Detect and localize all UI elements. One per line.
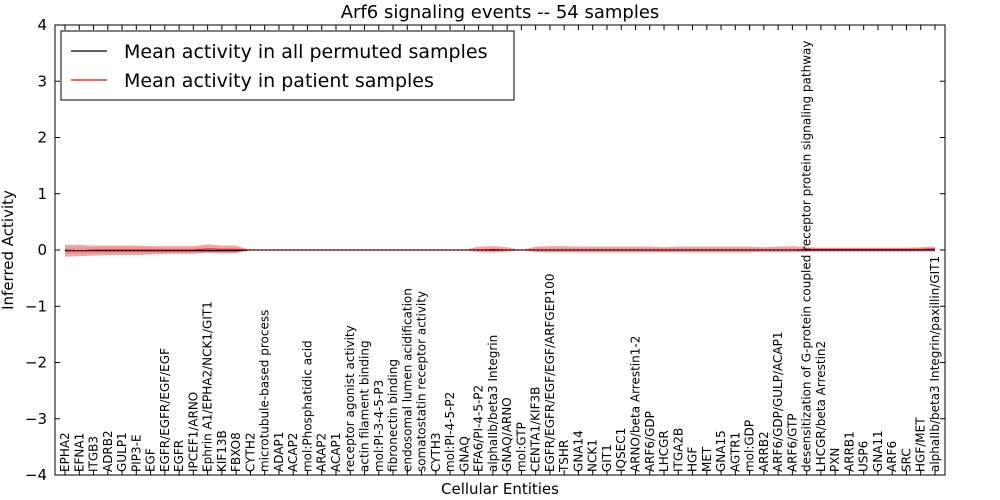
y-tick-label: 0: [37, 241, 47, 259]
x-axis-label: Cellular Entities: [441, 480, 559, 498]
y-axis: −4 −3 −2 −1 0 1 2 3 4: [25, 16, 945, 484]
x-tick-label: KIF13B: [215, 430, 229, 472]
x-tick-label: Ephrin A1/EPHA2/NCK1/GIT1: [201, 301, 215, 472]
x-tick-label: EGF: [144, 448, 158, 472]
y-tick-label: −3: [25, 410, 47, 428]
x-tick-label: GIT1: [600, 444, 614, 472]
x-tick-label: GNAQ: [457, 436, 471, 472]
x-tick-label: ARRB2: [757, 431, 771, 472]
x-tick-label: ITGB3: [87, 436, 101, 472]
x-tick-label: EGFR/EGFR/EGF/EGF: [158, 348, 172, 472]
x-tick-label: ARNO/beta Arrestin1-2: [629, 336, 643, 472]
y-axis-label: Inferred Activity: [0, 190, 17, 310]
series-lines: [64, 248, 936, 252]
x-tick-label: GNA15: [714, 430, 728, 472]
x-tick-label: PIP3-E: [129, 434, 143, 472]
x-tick-label: AGTR1: [728, 432, 742, 472]
x-axis: EPHA2 EFNA1 ITGB3 ADRB2 GULP1 PIP3-E EGF EGFR/E…: [58, 25, 942, 475]
x-tick-label: ARF6/GDP: [643, 411, 657, 472]
x-tick-label: receptor agonist activity: [343, 325, 357, 472]
x-tick-label: CENTA1/KIF3B: [529, 387, 543, 472]
x-tick-label: LHCGR: [657, 430, 671, 472]
legend-box: [60, 30, 515, 101]
x-tick-label: GNA14: [571, 430, 585, 472]
x-tick-label: IQSEC1: [614, 428, 628, 472]
legend: Mean activity in all permuted samples Me…: [60, 30, 515, 101]
x-tick-label: desensitization of G-protein coupled rec…: [800, 41, 814, 472]
x-tick-label: ACAP2: [286, 433, 300, 472]
y-tick-label: −1: [25, 297, 47, 315]
x-tick-label: mol:GTP: [514, 422, 528, 472]
x-tick-label: CYTH3: [429, 432, 443, 472]
x-tick-label: microtubule-based process: [258, 310, 272, 472]
x-tick-label: alphaIIb/beta3 Integrin: [486, 335, 500, 472]
x-tick-label: mol:PI-3-4-5-P3: [372, 380, 386, 472]
x-tick-label: ADAP1: [272, 432, 286, 472]
x-tick-label: EPHA2: [58, 432, 72, 472]
x-tick-label: EGFR/EGFR/EGF/EGF/ARFGEP100: [543, 274, 557, 472]
x-tick-label: USP6: [857, 441, 871, 472]
legend-label-permuted: Mean activity in all permuted samples: [124, 41, 487, 63]
x-tick-label: mol:Phosphatidic acid: [301, 340, 315, 472]
x-tick-label: ARF6/GDP/GULP/ACAP1: [771, 332, 785, 472]
x-tick-label: mol:GDP: [743, 420, 757, 472]
x-tick-label: HGF: [686, 447, 700, 472]
x-tick-label: TSHR: [557, 440, 571, 473]
x-tick-label: ARAP2: [315, 433, 329, 472]
x-tick-label: GNAQ/ARNO: [500, 397, 514, 472]
x-tick-label: CYTH2: [243, 432, 257, 472]
y-tick-label: 3: [37, 72, 47, 90]
x-tick-label: GULP1: [115, 432, 129, 472]
x-tick-label: actin filament binding: [358, 340, 372, 472]
x-tick-label: HGF/MET: [914, 417, 928, 472]
x-tick-label: SRC: [900, 448, 914, 472]
y-tick-label: 1: [37, 185, 47, 203]
x-tick-label: FBXO8: [229, 432, 243, 472]
x-tick-label: EFNA1: [72, 433, 86, 472]
x-tick-label: GNA11: [871, 430, 885, 472]
x-tick-label: ACAP1: [329, 433, 343, 472]
x-tick-label: alphaIIb/beta3 Integrin/paxillin/GIT1: [928, 256, 942, 472]
y-tick-label: −2: [25, 354, 47, 372]
x-tick-label: EGFR: [172, 440, 186, 472]
legend-label-patient: Mean activity in patient samples: [124, 70, 434, 92]
x-tick-label: ARF6/GTP: [785, 413, 799, 472]
x-tick-label: fibronectin binding: [386, 359, 400, 472]
x-tick-label: NCK1: [586, 439, 600, 472]
x-tick-label: endosomal lumen acidification: [400, 288, 414, 472]
x-tick-label: PXN: [828, 448, 842, 472]
x-tick-label: ARRB1: [842, 431, 856, 472]
x-tick-label: MET: [700, 446, 714, 472]
x-tick-label: mol:PI-4-5-P2: [443, 392, 457, 472]
y-tick-label: 4: [37, 16, 47, 34]
series-line-permuted-overlay: [65, 249, 935, 252]
x-tick-label: IPCEF1/ARNO: [186, 392, 200, 472]
x-tick-label: EFA6/PI-4-5-P2: [472, 385, 486, 472]
x-tick-label: ITGA2B: [671, 428, 685, 472]
x-tick-label: LHCGR/beta Arrestin2: [814, 341, 828, 472]
y-tick-label: −4: [25, 466, 47, 484]
x-tick-label: somatostatin receptor activity: [415, 291, 429, 472]
y-tick-label: 2: [37, 129, 47, 147]
x-tick-label: ADRB2: [101, 430, 115, 472]
x-tick-label: ARF6: [885, 441, 899, 472]
chart-title: Arf6 signaling events -- 54 samples: [341, 2, 660, 23]
